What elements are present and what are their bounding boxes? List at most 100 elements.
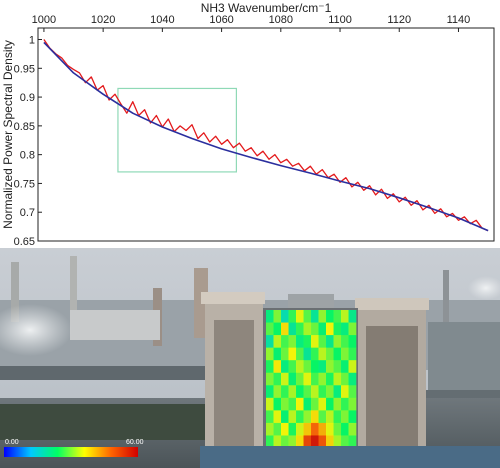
tower-left-shadow: [214, 320, 254, 454]
heatmap-cell: [281, 360, 289, 374]
pipe-rack: [0, 366, 210, 380]
heatmap-cell: [288, 360, 297, 374]
fitted-curve-line: [43, 41, 489, 232]
chimney-right: [443, 270, 449, 324]
heatmap-cell: [288, 397, 297, 411]
heatmap-cell: [326, 322, 334, 336]
heatmap-cell: [333, 372, 342, 386]
heatmap-cell: [296, 385, 304, 399]
heatmap-cell: [326, 360, 334, 374]
heatmap-cell: [296, 410, 304, 424]
heatmap-cell: [341, 385, 349, 399]
heatmap-cell: [273, 385, 282, 399]
heatmap-cell: [303, 322, 312, 336]
heatmap-cell: [288, 335, 297, 348]
heatmap-cell: [303, 310, 312, 323]
heatmap-cell: [326, 310, 334, 323]
heatmap-cell: [303, 422, 312, 436]
y-axis-ticks: 0.65 0.7 0.75 0.8 0.85 0.9 0.95 1: [14, 35, 42, 248]
heatmap-cell: [288, 385, 297, 399]
industrial-site-photo: 0.00 60.00: [0, 248, 500, 468]
heatmap-cell: [281, 322, 289, 336]
heatmap-cell: [273, 310, 282, 323]
heatmap-cell: [303, 385, 312, 399]
heatmap-cell: [326, 435, 334, 449]
heatmap-cell: [296, 435, 304, 449]
heatmap-cell: [348, 410, 357, 424]
heatmap-cell: [318, 347, 327, 361]
heatmap-cell: [333, 335, 342, 348]
heatmap-cell: [318, 372, 327, 386]
tower-right-roof: [355, 298, 429, 310]
heatmap-cell: [326, 397, 334, 411]
x-axis-title: NH3 Wavenumber/cm⁻1: [201, 1, 332, 15]
heatmap-cell: [288, 435, 297, 449]
heatmap-cell: [273, 335, 282, 348]
x-tick-label: 1020: [91, 14, 115, 26]
heatmap-cell: [303, 360, 312, 374]
zoom-region-box: [117, 87, 237, 173]
plot-layer: [43, 39, 489, 232]
heatmap-cell: [288, 422, 297, 436]
heatmap-cell: [333, 410, 342, 424]
heatmap-cell: [333, 397, 342, 411]
heatmap-cell: [318, 310, 327, 323]
heatmap-cell: [326, 385, 334, 399]
heatmap-cell: [273, 360, 282, 374]
y-tick-label: 0.7: [20, 207, 35, 219]
heatmap-cell: [348, 335, 357, 348]
chart-background: [0, 0, 500, 248]
x-axis-ticks: 1000 1020 1040 1060 1080 1100 1120 1140: [32, 14, 470, 32]
heatmap-cell: [333, 435, 342, 449]
heatmap-cell: [333, 310, 342, 323]
heatmap-cell: [266, 347, 274, 361]
heatmap-cell: [311, 422, 319, 436]
heatmap-cell: [341, 410, 349, 424]
heatmap-cell: [318, 360, 327, 374]
heatmap-cell: [266, 410, 274, 424]
heatmap-cell: [318, 422, 327, 436]
heatmap-cell: [348, 347, 357, 361]
heatmap-cell: [303, 335, 312, 348]
heatmap-cell: [296, 360, 304, 374]
heatmap-cell: [341, 435, 349, 449]
heatmap-cell: [318, 435, 327, 449]
heatmap-cell: [273, 410, 282, 424]
heatmap-cell: [341, 347, 349, 361]
heatmap-cell: [348, 397, 357, 411]
heatmap-cell: [266, 372, 274, 386]
heatmap-cell: [333, 322, 342, 336]
heatmap-cell: [281, 310, 289, 323]
heatmap-cell: [303, 347, 312, 361]
heatmap-cell: [348, 435, 357, 449]
smoke-plume: [0, 304, 72, 356]
heatmap-cell: [273, 422, 282, 436]
heatmap-cell: [273, 435, 282, 449]
y-tick-label: 0.75: [14, 178, 35, 190]
heatmap-cell: [303, 397, 312, 411]
heatmap-cell: [266, 435, 274, 449]
chimney-left: [11, 262, 19, 322]
heatmap-cell: [348, 310, 357, 323]
heatmap-cell: [303, 372, 312, 386]
heatmap-cell: [281, 385, 289, 399]
heatmap-cell: [288, 347, 297, 361]
heatmap-cell: [273, 372, 282, 386]
heatmap-cell: [303, 410, 312, 424]
heatmap-cell: [281, 372, 289, 386]
x-tick-label: 1120: [387, 14, 411, 26]
heatmap-cell: [303, 435, 312, 449]
foreground-roof: [200, 446, 500, 468]
pipe-rack-right: [426, 390, 500, 400]
heatmap-cell: [296, 347, 304, 361]
heatmap-cell: [311, 360, 319, 374]
heatmap-cell: [348, 422, 357, 436]
heatmap-cell: [266, 310, 274, 323]
heatmap-cell: [333, 385, 342, 399]
y-tick-label: 1: [29, 35, 35, 47]
heatmap-cell: [341, 310, 349, 323]
heatmap-cell: [296, 372, 304, 386]
heatmap-cell: [296, 397, 304, 411]
heatmap-cell: [281, 435, 289, 449]
colorbar: [4, 447, 138, 457]
